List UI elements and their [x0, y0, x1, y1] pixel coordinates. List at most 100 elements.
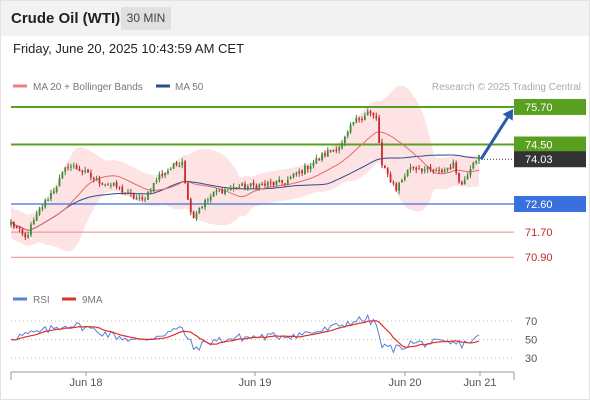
candle	[30, 224, 32, 236]
candle	[47, 199, 49, 201]
candle	[235, 187, 238, 189]
candle	[141, 197, 144, 200]
current-price-tag	[514, 151, 586, 168]
candle	[363, 115, 366, 121]
candle	[87, 169, 89, 173]
candle	[255, 185, 258, 189]
candle	[212, 191, 215, 197]
candle	[329, 150, 332, 152]
level-label-74.50: 74.50	[525, 140, 553, 152]
candle	[229, 188, 232, 191]
candle	[266, 182, 269, 186]
candle	[338, 147, 341, 151]
candle	[392, 182, 395, 184]
candle	[278, 179, 281, 182]
candle	[207, 199, 209, 201]
candle	[389, 174, 392, 183]
candle	[10, 221, 12, 225]
candle	[446, 168, 449, 170]
candle	[24, 233, 27, 238]
candle	[375, 115, 378, 119]
candle	[21, 229, 24, 235]
candle	[324, 153, 326, 156]
candle	[286, 179, 289, 185]
candle	[298, 170, 301, 174]
candle	[44, 199, 47, 208]
candle	[164, 172, 166, 176]
candle	[135, 198, 138, 200]
candle	[27, 235, 30, 238]
candle	[406, 169, 409, 177]
candle	[67, 167, 69, 169]
candle	[84, 170, 87, 172]
candle	[472, 162, 475, 169]
candle	[395, 183, 398, 191]
current-price-label: 74.03	[525, 154, 553, 166]
candle	[275, 181, 278, 185]
candle	[369, 111, 372, 114]
level-label-72.60: 72.60	[525, 199, 553, 211]
x-tick-label: Jun 21	[463, 377, 496, 389]
candle	[409, 167, 412, 170]
candle	[421, 168, 423, 172]
candle	[52, 191, 55, 194]
candle	[124, 192, 127, 194]
candle	[315, 158, 318, 164]
candle	[272, 181, 275, 186]
candle	[463, 179, 466, 185]
candle	[252, 182, 255, 186]
candle	[426, 166, 429, 170]
candle	[306, 165, 309, 170]
candle	[218, 189, 221, 191]
candle	[70, 166, 72, 168]
forecast-arrow-head	[502, 108, 513, 121]
candle	[241, 183, 244, 186]
candle	[403, 176, 406, 180]
candle	[118, 186, 121, 188]
candle	[318, 159, 321, 161]
candle	[244, 183, 246, 189]
candle	[92, 177, 95, 180]
instrument-title: Crude Oil (WTI)	[11, 10, 121, 27]
candle	[335, 150, 338, 152]
candle	[90, 173, 92, 178]
candle	[172, 163, 175, 169]
candle	[429, 166, 432, 170]
candle	[455, 162, 458, 173]
candle	[261, 183, 264, 185]
candle	[187, 182, 189, 200]
candle	[238, 186, 241, 189]
candle	[284, 183, 286, 185]
candle	[258, 184, 261, 189]
candle	[64, 167, 67, 172]
timeframe-button[interactable]: 30 MIN	[121, 7, 171, 30]
candle	[381, 142, 383, 166]
candle	[418, 168, 420, 170]
candle	[129, 192, 132, 194]
candle	[55, 187, 58, 193]
candle	[81, 170, 84, 173]
candle	[121, 187, 124, 193]
candle	[309, 166, 312, 170]
candle	[112, 182, 115, 186]
candle	[383, 165, 386, 168]
candle	[115, 182, 118, 188]
candle	[41, 207, 44, 209]
candle	[438, 169, 440, 171]
candle	[149, 191, 152, 193]
candle	[301, 170, 303, 174]
candle	[18, 227, 21, 229]
candle	[127, 191, 129, 193]
candle	[295, 173, 298, 175]
candle	[12, 221, 15, 228]
candle	[178, 165, 181, 167]
candle	[292, 173, 295, 178]
candle	[386, 168, 389, 174]
level-tag-75.70	[514, 98, 586, 115]
candle	[78, 168, 81, 172]
candle	[144, 199, 147, 201]
candle	[204, 199, 206, 208]
bollinger-band	[11, 85, 479, 252]
header-bar	[0, 0, 590, 36]
